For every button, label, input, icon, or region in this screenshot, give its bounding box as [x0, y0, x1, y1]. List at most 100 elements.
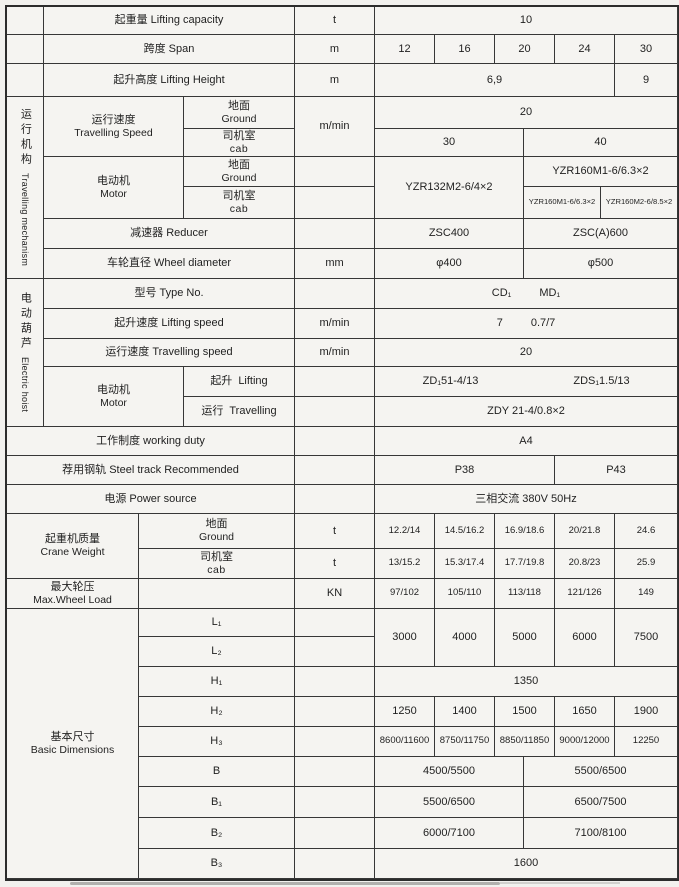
max-wheel-load-value: 113/118 [495, 579, 555, 609]
lifting-speed-value-1: 7 [496, 317, 503, 330]
sublabel-en: Ground [221, 112, 257, 125]
dim-h3-value: 9000/12000 [555, 727, 615, 757]
crane-weight-value: 25.9 [615, 549, 678, 579]
empty-cell [295, 697, 375, 727]
label-en: Crane Weight [40, 546, 105, 559]
sublabel-en: cab [207, 563, 226, 576]
travelling-speed-label: 运行速度 Travelling Speed [44, 97, 184, 157]
label-zh: 起重机质量 [44, 533, 100, 546]
wheel-diameter-right-value: φ500 [524, 249, 678, 279]
dim-b1-right-value: 6500/7500 [524, 787, 678, 818]
span-value: 20 [495, 35, 555, 64]
crane-weight-value: 13/15.2 [375, 549, 435, 579]
dim-h2-value: 1400 [435, 697, 495, 727]
speed-cab-value-left: 30 [375, 129, 524, 157]
dim-b-left-value: 4500/5500 [375, 757, 524, 787]
empty-cell [295, 456, 375, 485]
crane-spec-table: 起重量 Lifting capacity t 10 跨度 Span m 12 1… [5, 5, 679, 881]
empty-cell [295, 367, 375, 397]
span-unit: m [295, 35, 375, 64]
max-wheel-load-value: 105/110 [435, 579, 495, 609]
mech-motor-right-top-value: YZR160M1-6/6.3×2 [524, 157, 678, 187]
mech-motor-main-value: YZR132M2-6/4×2 [375, 157, 524, 219]
dim-b1-label: B₁ [139, 787, 295, 818]
speed-ground-sublabel: 地面 Ground [184, 97, 295, 129]
empty-cell [295, 818, 375, 849]
hoist-motor-travelling-value: ZDY 21-4/0.8×2 [375, 397, 678, 427]
dim-b3-value: 1600 [375, 849, 678, 879]
label-en: Max.Wheel Load [33, 593, 112, 606]
lifting-height-label: 起升高度 Lifting Height [44, 64, 295, 97]
sublabel-zh: 司机室 [200, 550, 233, 563]
crane-weight-value: 14.5/16.2 [435, 514, 495, 549]
label-en: Travelling Speed [74, 126, 153, 139]
sublabel-zh: 地面 [205, 518, 228, 531]
empty-cell [295, 157, 375, 187]
hoist-lifting-speed-values: 7 0.7/7 [375, 309, 678, 339]
max-wheel-load-label: 最大轮压 Max.Wheel Load [7, 579, 139, 609]
dim-h2-value: 1500 [495, 697, 555, 727]
span-label: 跨度 Span [44, 35, 295, 64]
hoist-travelling-speed-label: 运行速度 Travelling speed [44, 339, 295, 367]
sublabel-zh: 地面 [228, 99, 250, 112]
label-zh: 最大轮压 [50, 580, 95, 593]
empty-cell [295, 667, 375, 697]
wheel-diameter-unit: mm [295, 249, 375, 279]
lifting-capacity-unit: t [295, 7, 375, 35]
empty-cell [7, 35, 44, 64]
sublabel-en: Ground [198, 531, 235, 544]
dim-h3-label: H₃ [139, 727, 295, 757]
empty-cell [295, 727, 375, 757]
crane-weight-value: 12.2/14 [375, 514, 435, 549]
dim-l2-label: L₂ [139, 637, 295, 667]
electric-hoist-group-label: 电动葫芦 Electric hoist [7, 279, 44, 427]
scan-smudge [500, 882, 620, 884]
label-en: Motor [100, 396, 127, 409]
empty-cell [7, 64, 44, 97]
speed-cab-value-right: 40 [524, 129, 678, 157]
reducer-left-value: ZSC400 [375, 219, 524, 249]
span-value: 24 [555, 35, 615, 64]
speed-cab-sublabel: 司机室 cab [184, 129, 295, 157]
dim-h2-label: H₂ [139, 697, 295, 727]
crane-weight-label: 起重机质量 Crane Weight [7, 514, 139, 579]
motor-cab-sublabel: 司机室 cab [184, 187, 295, 219]
hoist-motor-lifting-values: ZD₁51-4/13 ZDS₁1.5/13 [375, 367, 678, 397]
crane-weight-cab-sublabel: 司机室 cab [139, 549, 295, 579]
travelling-mechanism-group-label: 运行机构 Travelling mechanism [7, 97, 44, 279]
dim-h1-value: 1350 [375, 667, 678, 697]
dim-b1-left-value: 5500/6500 [375, 787, 524, 818]
empty-cell [295, 757, 375, 787]
dim-h3-value: 8750/11750 [435, 727, 495, 757]
group-label-en: Travelling mechanism [20, 173, 31, 267]
wheel-diameter-label: 车轮直径 Wheel diameter [44, 249, 295, 279]
lifting-height-unit: m [295, 64, 375, 97]
sublabel-en: cab [229, 142, 249, 155]
max-wheel-load-value: 149 [615, 579, 678, 609]
reducer-label: 减速器 Reducer [44, 219, 295, 249]
crane-weight-value: 15.3/17.4 [435, 549, 495, 579]
span-value: 16 [435, 35, 495, 64]
sublabel-zh: 起升 [210, 375, 233, 388]
empty-cell [295, 219, 375, 249]
empty-cell [295, 609, 375, 637]
corner-cell [7, 7, 44, 35]
lifting-height-last: 9 [615, 64, 678, 97]
crane-weight-value: 16.9/18.6 [495, 514, 555, 549]
steel-track-right-value: P43 [555, 456, 678, 485]
label-zh: 基本尺寸 [50, 730, 95, 743]
empty-cell [295, 485, 375, 514]
group-label-en: Electric hoist [20, 357, 31, 413]
max-wheel-load-value: 121/126 [555, 579, 615, 609]
working-duty-value: A4 [375, 427, 678, 456]
power-source-value: 三相交流 380V 50Hz [375, 485, 678, 514]
crane-weight-ground-unit: t [295, 514, 375, 549]
dim-b3-label: B₃ [139, 849, 295, 879]
speed-unit: m/min [295, 97, 375, 157]
label-zh: 电动机 [97, 174, 130, 187]
steel-track-label: 荐用钢轨 Steel track Recommended [7, 456, 295, 485]
empty-cell [295, 787, 375, 818]
dim-l-value: 3000 [375, 609, 435, 667]
motor-ground-sublabel: 地面 Ground [184, 157, 295, 187]
label-en: Basic Dimensions [30, 743, 115, 756]
